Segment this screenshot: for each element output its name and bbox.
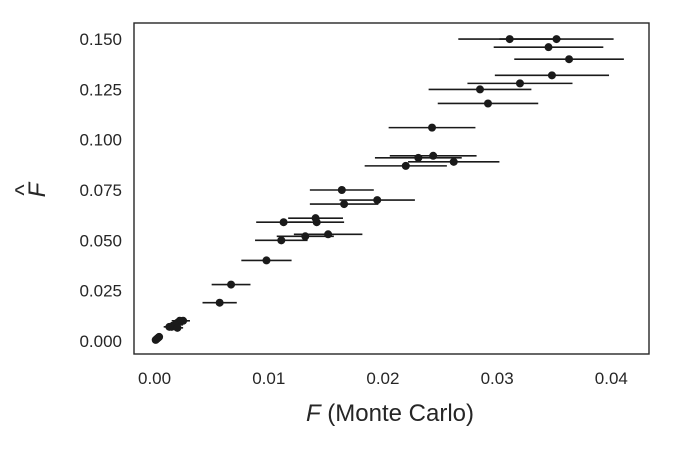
x-axis-label: F (Monte Carlo): [306, 400, 474, 427]
y-axis-ticks: 0.000 0.025 0.050 0.075 0.100 0.125 0.150: [79, 30, 122, 351]
data-point-group: [211, 280, 251, 289]
y-axis-label-variable: F: [24, 181, 51, 197]
data-point-group: [256, 218, 311, 227]
y-tick-label: 0.100: [79, 131, 122, 150]
x-tick-label: 0.00: [138, 369, 171, 388]
data-point: [565, 55, 574, 64]
data-point-group: [408, 157, 500, 166]
x-axis-label-variable: F: [306, 400, 322, 427]
data-point: [340, 200, 349, 209]
data-point-group: [276, 232, 334, 241]
data-point-group: [467, 79, 573, 88]
y-tick-label: 0.025: [79, 282, 122, 301]
data-point: [544, 43, 553, 52]
y-tick-label: 0.075: [79, 181, 122, 200]
data-point: [428, 123, 437, 132]
y-axis-label-accent: ^: [11, 184, 38, 196]
data-point: [552, 35, 561, 44]
y-tick-label: 0.150: [79, 30, 122, 49]
data-point: [165, 322, 174, 331]
plot-area: [151, 35, 624, 344]
data-point-group: [493, 43, 604, 52]
data-point-group: [151, 335, 160, 344]
data-point: [279, 218, 288, 227]
data-point-group: [202, 298, 237, 307]
y-tick-label: 0.125: [79, 80, 122, 99]
data-point-group: [255, 236, 308, 245]
data-point-group: [499, 35, 614, 44]
x-tick-label: 0.04: [595, 369, 628, 388]
data-point: [337, 186, 346, 195]
data-point: [429, 151, 438, 160]
x-tick-label: 0.01: [252, 369, 285, 388]
data-point: [547, 71, 556, 80]
y-axis-label: F ^: [11, 181, 51, 197]
data-point-group: [428, 85, 532, 94]
data-point: [277, 236, 286, 245]
data-point: [173, 323, 182, 332]
y-tick-label: 0.050: [79, 231, 122, 250]
data-point: [475, 85, 484, 94]
data-point-group: [388, 123, 476, 132]
data-point: [227, 280, 236, 289]
data-point: [449, 157, 458, 166]
x-axis-label-text: (Monte Carlo): [321, 400, 474, 427]
data-point-group: [494, 71, 610, 80]
data-point-group: [309, 186, 374, 195]
data-point-group: [163, 322, 176, 331]
x-tick-label: 0.02: [366, 369, 399, 388]
data-point: [301, 232, 310, 241]
data-point-group: [171, 323, 184, 332]
data-point: [373, 196, 382, 205]
data-point: [262, 256, 271, 265]
data-point-group: [339, 196, 415, 205]
data-point-group: [309, 200, 379, 209]
data-point: [312, 218, 321, 227]
data-point-group: [241, 256, 292, 265]
x-axis-ticks: 0.00 0.01 0.02 0.03 0.04: [138, 369, 628, 388]
data-point: [515, 79, 524, 88]
data-point: [401, 161, 410, 170]
y-tick-label: 0.000: [79, 332, 122, 351]
data-point-group: [364, 161, 447, 170]
data-point: [151, 335, 160, 344]
data-point: [483, 99, 492, 108]
x-tick-label: 0.03: [481, 369, 514, 388]
plot-frame: [133, 22, 650, 355]
data-point-group: [389, 151, 477, 160]
data-point: [215, 298, 224, 307]
data-point-group: [437, 99, 539, 108]
data-point-group: [514, 55, 624, 64]
